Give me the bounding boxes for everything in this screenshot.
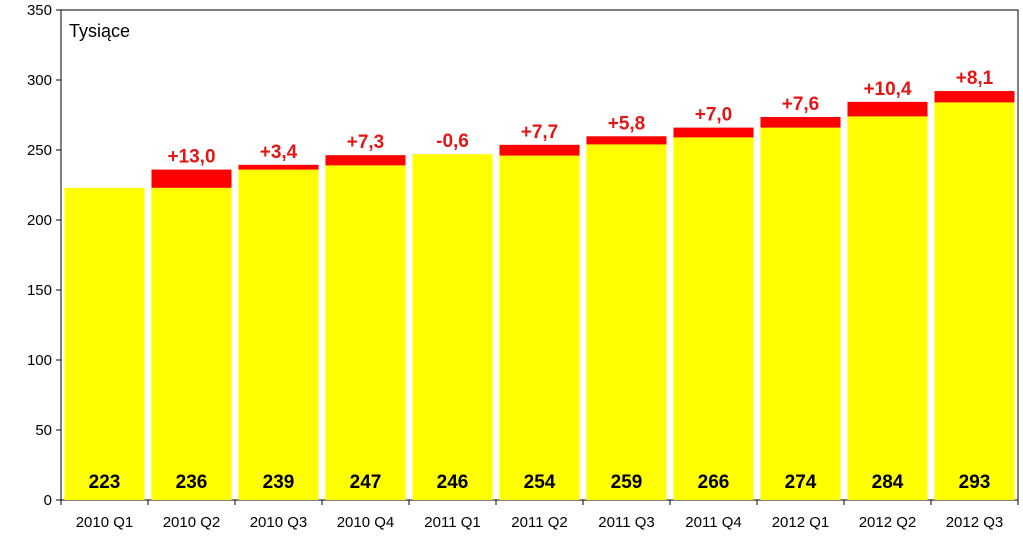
value-label: 246: [437, 472, 469, 493]
bar-increase: [238, 164, 319, 170]
change-label: +13,0: [167, 147, 215, 168]
bar-base: [151, 187, 232, 501]
bar-increase: [499, 144, 580, 156]
x-tick-label: 2011 Q3: [598, 514, 654, 531]
change-label: +5,8: [608, 113, 646, 134]
y-tick-label: 50: [35, 422, 52, 439]
change-label: +7,6: [782, 94, 820, 115]
bar-increase: [760, 116, 841, 128]
change-label: +10,4: [863, 79, 912, 100]
bar-base: [760, 127, 841, 500]
bar-increase: [586, 136, 667, 145]
bar-base: [64, 187, 145, 501]
change-label: +7,7: [521, 122, 559, 143]
bar-base: [499, 155, 580, 500]
y-tick-label: 0: [44, 492, 52, 509]
bar-increase: [934, 91, 1015, 103]
bar-base: [847, 116, 928, 501]
unit-label: Tysiące: [69, 21, 130, 41]
value-label: 239: [263, 472, 295, 493]
change-label: +7,0: [695, 105, 733, 126]
bar-base: [586, 144, 667, 500]
x-tick-label: 2010 Q4: [337, 514, 395, 531]
y-axis: 0 50 100 150 200 250 300 350: [27, 2, 61, 509]
value-label: 293: [959, 472, 991, 493]
bars: 223 +13,0 236 +3,4 239 +7,3 247 -0,6 246 +7,7 254 +…: [64, 68, 1015, 501]
value-label: 236: [176, 472, 208, 493]
change-label: -0,6: [436, 131, 469, 152]
value-label: 254: [524, 472, 556, 493]
value-label: 284: [872, 472, 904, 493]
y-tick-label: 350: [27, 2, 52, 19]
x-tick-label: 2011 Q4: [685, 514, 741, 531]
value-label: 223: [89, 472, 121, 493]
x-tick-label: 2010 Q1: [76, 514, 134, 531]
bar-base: [325, 165, 406, 500]
bar-base: [412, 154, 493, 500]
value-label: 247: [350, 472, 382, 493]
bar-base: [934, 102, 1015, 501]
x-axis: 2010 Q1 2010 Q2 2010 Q3 2010 Q4 2011 Q1 2011 …: [60, 500, 1019, 531]
bar-increase: [151, 169, 232, 188]
change-label: +7,3: [347, 132, 385, 153]
value-label: 266: [698, 472, 730, 493]
y-tick-label: 250: [27, 142, 52, 159]
x-tick-label: 2010 Q2: [163, 514, 221, 531]
y-tick-label: 200: [27, 212, 52, 229]
x-tick-label: 2012 Q2: [859, 514, 917, 531]
bar-base: [673, 137, 754, 500]
bar-increase: [325, 155, 406, 166]
bar-base: [238, 169, 319, 500]
change-label: +3,4: [260, 142, 298, 163]
x-tick-label: 2011 Q1: [424, 514, 480, 531]
x-tick-label: 2012 Q1: [772, 514, 830, 531]
x-tick-label: 2012 Q3: [946, 514, 1004, 531]
change-label: +8,1: [956, 68, 994, 89]
y-tick-label: 300: [27, 72, 52, 89]
y-tick-label: 150: [27, 282, 52, 299]
value-label: 259: [611, 472, 643, 493]
bar-increase: [673, 127, 754, 138]
bar-increase: [847, 101, 928, 117]
y-tick-label: 100: [27, 352, 52, 369]
x-tick-label: 2010 Q3: [250, 514, 308, 531]
x-tick-label: 2011 Q2: [511, 514, 567, 531]
value-label: 274: [785, 472, 817, 493]
